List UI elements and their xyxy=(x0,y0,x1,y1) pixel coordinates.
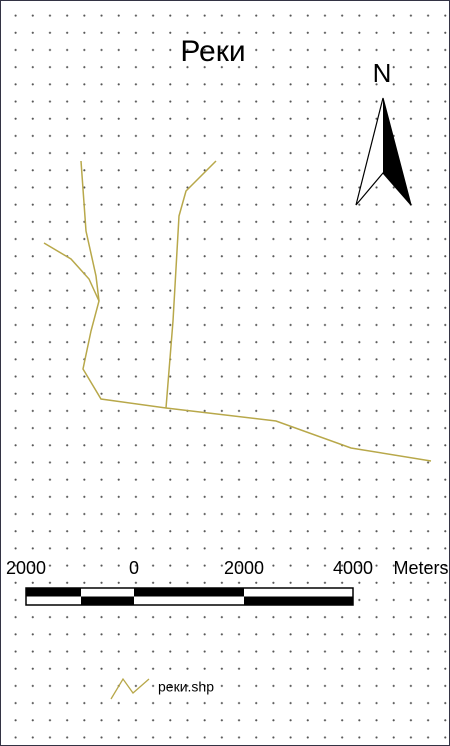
rivers xyxy=(43,160,432,462)
scale-segment xyxy=(244,596,353,605)
north-label: N xyxy=(373,58,392,88)
scale-label: 4000 xyxy=(333,558,373,578)
scale-label: 2000 xyxy=(224,558,264,578)
north-arrow: N xyxy=(355,58,412,206)
scale-unit: Meters xyxy=(393,558,448,578)
scale-segment xyxy=(134,588,244,597)
legend-label: реки.shp xyxy=(158,679,214,695)
map-title: Реки xyxy=(180,35,245,68)
scale-label: 0 xyxy=(129,558,139,578)
river xyxy=(43,242,100,302)
legend: реки.shp xyxy=(110,677,214,700)
scale-bar: Meters 2000 0 2000 4000 xyxy=(6,558,449,606)
scale-segment xyxy=(26,588,81,597)
scale-segment xyxy=(81,596,134,605)
scale-label: 2000 xyxy=(6,558,46,578)
arrow-fill xyxy=(383,98,411,205)
river xyxy=(80,160,432,462)
river xyxy=(165,160,217,409)
legend-symbol xyxy=(110,677,150,700)
